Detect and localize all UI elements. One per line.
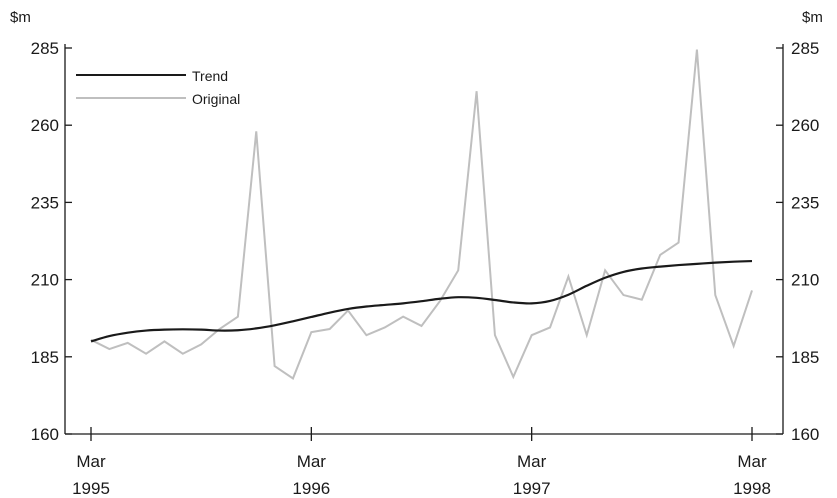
y-ticks: 160 160 185 185 210 210 235 235 260 260 285 285 (31, 39, 820, 444)
y-tick-label-right: 260 (791, 116, 819, 135)
y-tick-label-left: 160 (31, 425, 59, 444)
legend-label-original: Original (192, 91, 240, 107)
x-tick-label-month: Mar (297, 452, 327, 471)
y-tick-label-left: 235 (31, 193, 59, 212)
x-ticks: Mar 1995 Mar 1996 Mar 1997 Mar 1998 (72, 427, 771, 498)
legend: Trend Original (76, 68, 240, 107)
series-line-trend (90, 259, 753, 343)
series-line-original (90, 49, 753, 380)
y-unit-right: $m (802, 9, 823, 26)
y-tick-label-right: 285 (791, 39, 819, 58)
y-tick-label-right: 160 (791, 425, 819, 444)
y-tick-label-right: 185 (791, 348, 819, 367)
x-tick-label-month: Mar (517, 452, 547, 471)
legend-label-trend: Trend (192, 68, 228, 84)
y-tick-label-left: 185 (31, 348, 59, 367)
x-tick-label-year: 1998 (733, 479, 771, 498)
x-tick-label-year: 1996 (292, 479, 330, 498)
chart-axes (64, 44, 784, 435)
y-tick-label-left: 260 (31, 116, 59, 135)
x-tick-label-month: Mar (76, 452, 106, 471)
x-tick-label-year: 1995 (72, 479, 110, 498)
y-unit-left: $m (10, 9, 31, 26)
x-tick-label-month: Mar (737, 452, 767, 471)
y-tick-label-right: 210 (791, 271, 819, 290)
series-lines (90, 49, 753, 380)
y-tick-label-left: 210 (31, 271, 59, 290)
y-tick-label-left: 285 (31, 39, 59, 58)
y-tick-label-right: 235 (791, 193, 819, 212)
x-tick-label-year: 1997 (513, 479, 551, 498)
